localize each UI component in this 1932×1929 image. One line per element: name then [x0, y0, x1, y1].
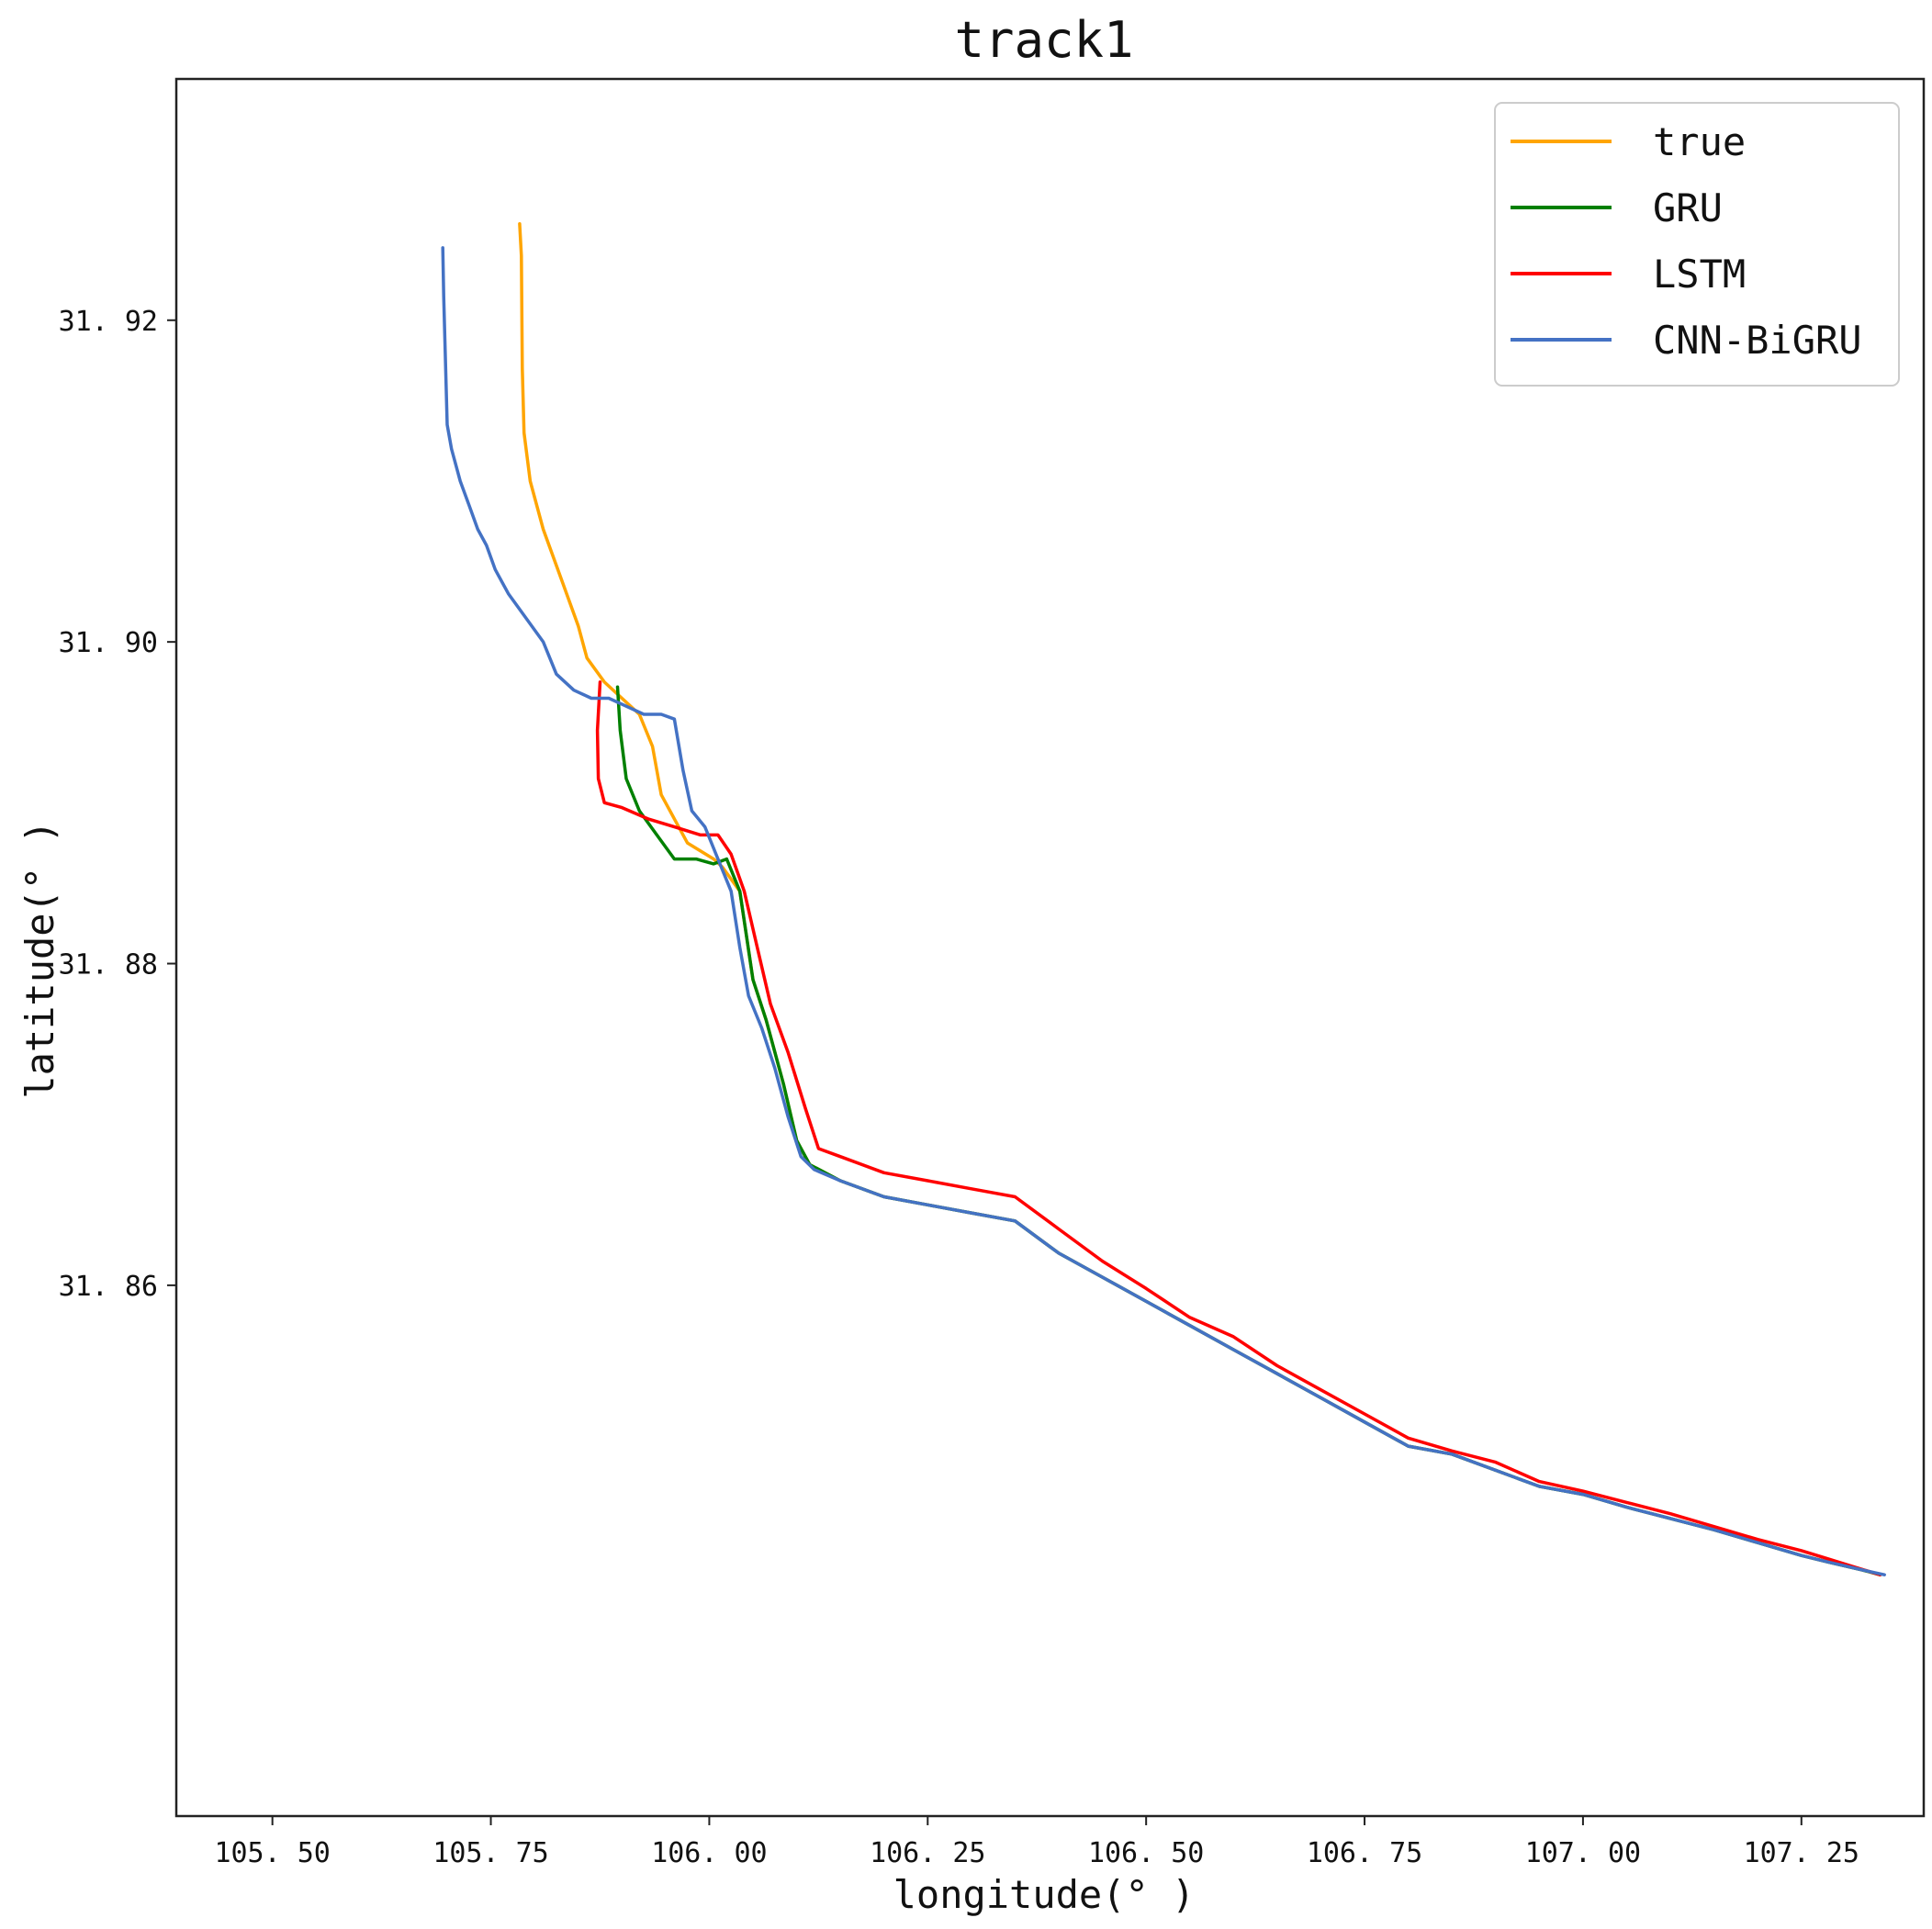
y-tick-label: 31. 88 [59, 949, 158, 981]
x-tick-label: 106. 50 [1088, 1837, 1204, 1869]
legend-items: true GRU LSTM CNN-BiGRU [1511, 119, 1862, 363]
x-tick-label: 106. 75 [1307, 1837, 1422, 1869]
x-tick-label: 107. 00 [1525, 1837, 1641, 1869]
y-tick-label: 31. 86 [59, 1271, 158, 1303]
legend-box [1494, 102, 1900, 387]
x-tick-label: 106. 00 [651, 1837, 767, 1869]
x-tick-label: 105. 75 [432, 1837, 548, 1869]
legend-label: true [1653, 119, 1746, 164]
y-tick-label: 31. 92 [59, 306, 158, 338]
x-tick-label: 105. 50 [214, 1837, 330, 1869]
legend-label: CNN-BiGRU [1653, 318, 1862, 363]
x-axis-ticks: 105. 50 105. 75 106. 00 106. 25 106. 50 106. … [214, 1816, 1859, 1869]
legend-label: LSTM [1653, 252, 1746, 297]
series-line-cnn-bigru [441, 246, 1886, 1576]
series-layer [441, 221, 1886, 1576]
legend: true GRU LSTM CNN-BiGRU [1494, 102, 1900, 387]
chart-title: track1 [954, 11, 1133, 69]
x-axis-label: longitude(° ) [893, 1872, 1196, 1917]
x-tick-label: 106. 25 [870, 1837, 985, 1869]
y-axis-label: latitude(° ) [17, 820, 62, 1098]
y-axis-ticks: 31. 86 31. 88 31. 90 31. 92 [59, 306, 176, 1303]
legend-label: GRU [1653, 185, 1723, 230]
x-tick-label: 107. 25 [1744, 1837, 1859, 1869]
y-tick-label: 31. 90 [59, 627, 158, 659]
series-line-lstm [595, 680, 1882, 1576]
